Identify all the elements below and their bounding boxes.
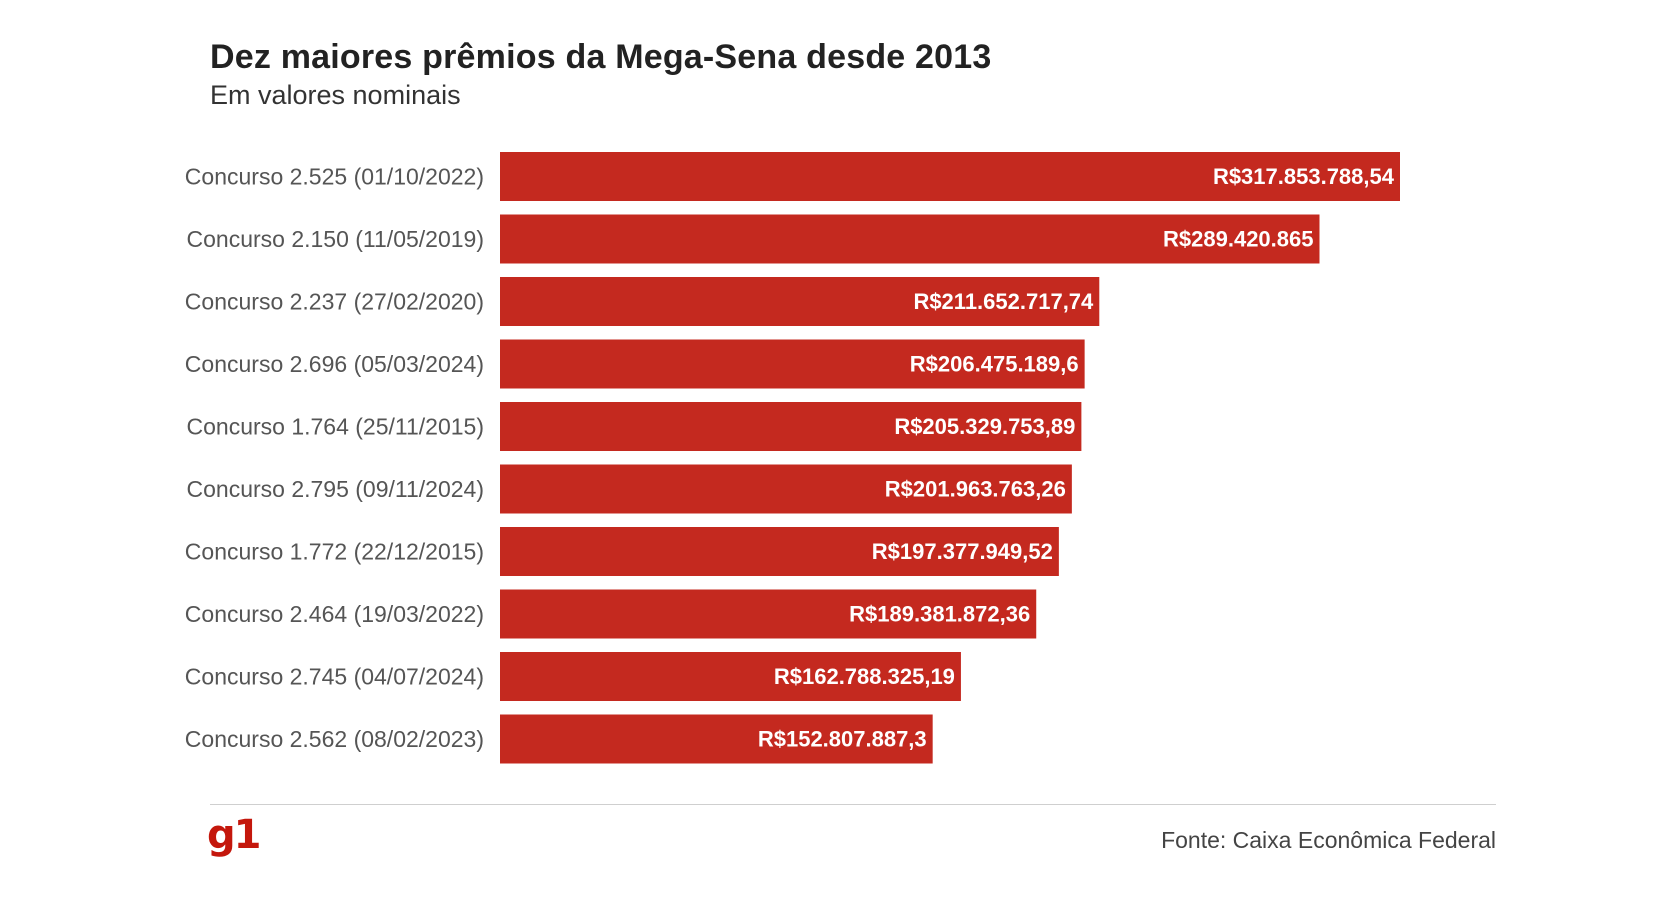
bar-value-label: R$317.853.788,54 [1213, 164, 1395, 189]
bar-group: Concurso 2.464 (19/03/2022) R$189.381.872… [185, 589, 1037, 639]
bar-group: Concurso 2.525 (01/10/2022) R$317.853.788… [185, 152, 1400, 201]
bar-group: Concurso 2.237 (27/02/2020) R$211.652.717… [185, 277, 1100, 326]
bar-group: Concurso 2.745 (04/07/2024) R$162.788.325… [185, 652, 961, 701]
bar-group: Concurso 1.764 (25/11/2015) R$205.329.753… [187, 402, 1082, 451]
bar-value-label: R$152.807.887,3 [758, 727, 927, 752]
bar-group: Concurso 2.150 (11/05/2019) R$289.420.865 [187, 214, 1320, 264]
bar-group: Concurso 2.696 (05/03/2024) R$206.475.189… [185, 339, 1085, 389]
bar [500, 214, 1320, 264]
chart-title: Dez maiores prêmios da Mega-Sena desde 2… [210, 38, 992, 76]
bar [500, 402, 1082, 451]
bar [500, 714, 933, 764]
bar-group: Concurso 2.795 (09/11/2024) R$201.963.763… [187, 464, 1072, 514]
category-label: Concurso 2.562 (08/02/2023) [185, 726, 484, 752]
bar-value-label: R$201.963.763,26 [885, 477, 1066, 502]
bar-value-label: R$206.475.189,6 [910, 352, 1079, 377]
bar-group: Concurso 2.562 (08/02/2023) R$152.807.887… [185, 714, 933, 764]
bar-value-label: R$211.652.717,74 [913, 289, 1094, 314]
bar [500, 152, 1400, 201]
category-label: Concurso 2.696 (05/03/2024) [185, 351, 484, 377]
bar [500, 339, 1085, 389]
source-note: Fonte: Caixa Econômica Federal [1161, 827, 1496, 853]
bar [500, 527, 1059, 576]
chart-subtitle: Em valores nominais [210, 80, 461, 110]
bar-value-label: R$162.788.325,19 [774, 664, 955, 689]
category-label: Concurso 2.237 (27/02/2020) [185, 289, 484, 315]
category-label: Concurso 2.150 (11/05/2019) [187, 226, 485, 252]
bar [500, 652, 961, 701]
bar [500, 589, 1037, 639]
bar [500, 277, 1100, 326]
bar-value-label: R$189.381.872,36 [849, 602, 1030, 627]
bar [500, 464, 1072, 514]
category-label: Concurso 2.795 (09/11/2024) [187, 476, 485, 502]
category-label: Concurso 2.525 (01/10/2022) [185, 164, 484, 190]
bar-value-label: R$197.377.949,52 [872, 539, 1053, 564]
category-label: Concurso 1.764 (25/11/2015) [187, 414, 485, 440]
category-label: Concurso 2.745 (04/07/2024) [185, 664, 484, 690]
g1-logo: g1 [207, 812, 261, 858]
bar-value-label: R$205.329.753,89 [894, 414, 1075, 439]
bar-group: Concurso 1.772 (22/12/2015) R$197.377.949… [185, 527, 1059, 576]
category-label: Concurso 1.772 (22/12/2015) [185, 539, 484, 565]
bar-value-label: R$289.420.865 [1163, 227, 1313, 252]
footer-divider [210, 804, 1496, 805]
category-label: Concurso 2.464 (19/03/2022) [185, 601, 484, 627]
